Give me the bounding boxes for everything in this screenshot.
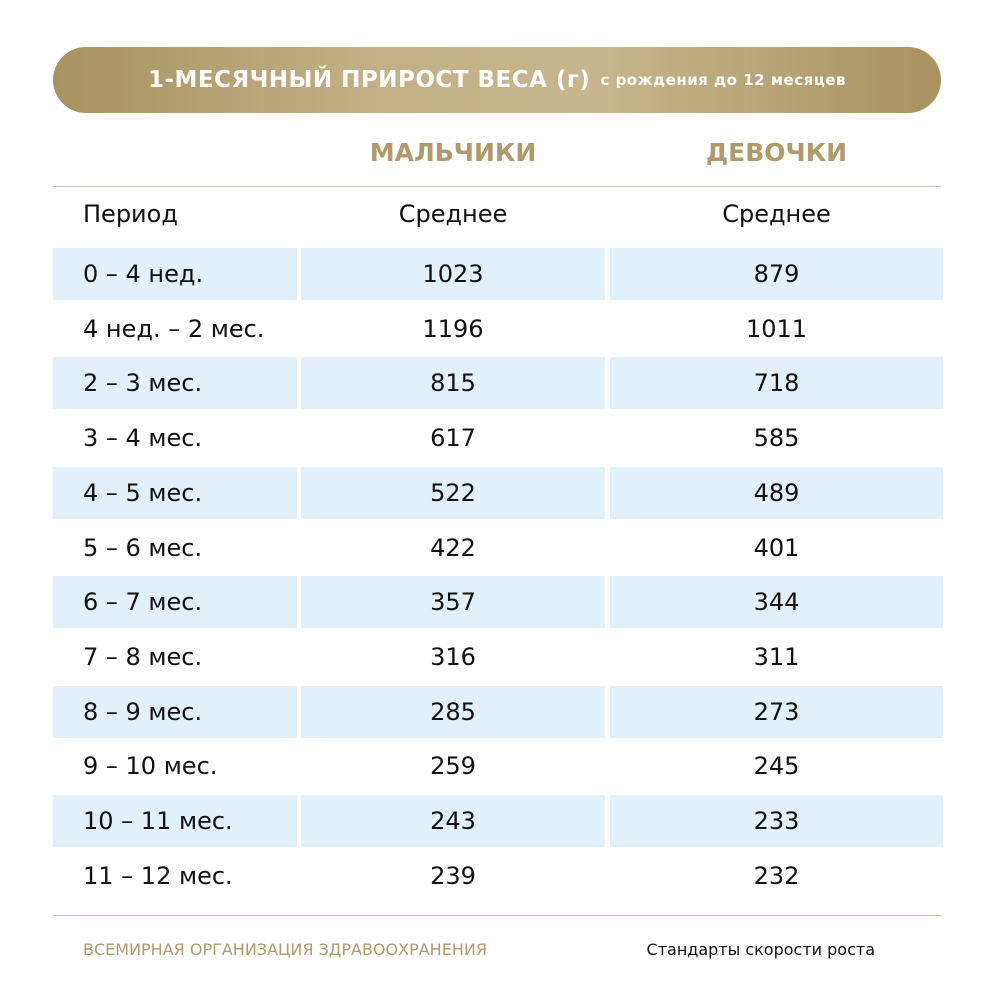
divider	[53, 186, 941, 187]
period-cell: 4 – 5 мес.	[53, 466, 297, 519]
period-cell: 6 – 7 мес.	[53, 576, 297, 629]
period-cell: 8 – 9 мес.	[53, 685, 297, 738]
value-cell: 273	[610, 685, 943, 738]
period-cell: 4 нед. – 2 мес.	[83, 314, 265, 343]
column-header: Период	[83, 200, 178, 228]
source: ВСЕМИРНАЯ ОРГАНИЗАЦИЯ ЗДРАВООХРАНЕНИЯ	[83, 940, 487, 959]
period-cell: 11 – 12 мес.	[83, 861, 233, 890]
title: 1-МЕСЯЧНЫЙ ПРИРОСТ ВЕСА (г)	[147, 67, 591, 93]
value-cell: 243	[301, 795, 605, 847]
value-cell: 585	[753, 424, 800, 453]
period-cell: 2 – 3 мес.	[53, 357, 297, 410]
value-cell: 1023	[301, 248, 605, 300]
group-header: МАЛЬЧИКИ	[369, 138, 537, 167]
value-cell: 522	[301, 466, 605, 519]
value-cell: 401	[753, 533, 800, 562]
value-cell: 879	[610, 248, 943, 300]
column-header: Среднее	[398, 200, 508, 228]
value-cell: 245	[753, 752, 800, 781]
value-cell: 489	[610, 466, 943, 519]
value-cell: 233	[610, 795, 943, 847]
title-banner: 1-МЕСЯЧНЫЙ ПРИРОСТ ВЕСА (г) с рождения д…	[53, 47, 941, 113]
subtitle: с рождения до 12 месяцев	[600, 71, 847, 89]
value-cell: 1011	[745, 314, 808, 343]
note: Стандарты скорости роста	[646, 940, 875, 959]
value-cell: 422	[430, 533, 476, 562]
period-cell: 3 – 4 мес.	[83, 424, 203, 453]
period-cell: 0 – 4 нед.	[53, 248, 297, 300]
value-cell: 815	[301, 357, 605, 410]
value-cell: 718	[610, 357, 943, 410]
value-cell: 259	[430, 752, 476, 781]
value-cell: 344	[610, 576, 943, 629]
value-cell: 1196	[422, 314, 484, 343]
value-cell: 311	[753, 642, 800, 671]
period-cell: 5 – 6 мес.	[83, 533, 203, 562]
divider	[53, 915, 941, 916]
period-cell: 9 – 10 мес.	[83, 752, 218, 781]
column-header: Среднее	[722, 200, 831, 228]
value-cell: 239	[430, 861, 476, 890]
period-cell: 10 – 11 мес.	[53, 795, 297, 847]
group-header: ДЕВОЧКИ	[705, 138, 848, 167]
value-cell: 285	[301, 685, 605, 738]
value-cell: 617	[430, 424, 476, 453]
value-cell: 232	[753, 861, 800, 890]
value-cell: 316	[430, 642, 476, 671]
period-cell: 7 – 8 мес.	[83, 642, 203, 671]
value-cell: 357	[301, 576, 605, 629]
